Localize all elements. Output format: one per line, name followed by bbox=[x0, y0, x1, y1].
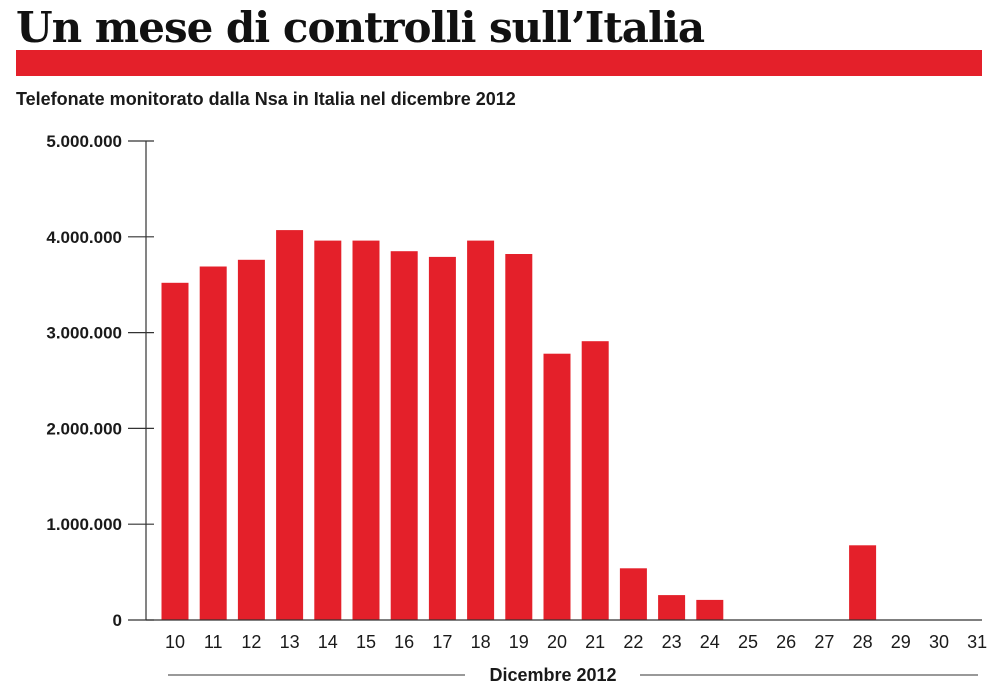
x-axis: 10 11 12 13 14 15 16 17 18 19 20 21 22 23 24 25 26 27 28 29… bbox=[146, 619, 987, 676]
x-tick-label: 19 bbox=[509, 632, 529, 652]
x-tick-label: 17 bbox=[432, 632, 452, 652]
y-tick-label: 5.000.000 bbox=[46, 132, 122, 151]
bar-dec-28 bbox=[849, 545, 877, 620]
x-tick-label: 23 bbox=[662, 632, 682, 652]
x-tick-label: 24 bbox=[700, 632, 720, 652]
bar-dec-22 bbox=[619, 568, 647, 620]
x-tick-label: 12 bbox=[241, 632, 261, 652]
x-tick-label: 30 bbox=[929, 632, 949, 652]
bars-group bbox=[161, 230, 877, 620]
x-axis-label: Dicembre 2012 bbox=[489, 665, 616, 685]
bar-dec-20 bbox=[543, 353, 571, 620]
bar-dec-18 bbox=[467, 240, 495, 620]
bar-dec-23 bbox=[658, 595, 686, 620]
y-axis: 0 1.000.000 2.000.000 3.000.000 4.000.000 5.0… bbox=[46, 132, 154, 630]
x-tick-label: 20 bbox=[547, 632, 567, 652]
bar-dec-10 bbox=[161, 282, 189, 620]
x-tick-label: 29 bbox=[891, 632, 911, 652]
x-tick-label: 27 bbox=[814, 632, 834, 652]
x-tick-label: 21 bbox=[585, 632, 605, 652]
y-tick-label: 2.000.000 bbox=[46, 419, 122, 438]
bar-dec-17 bbox=[428, 256, 456, 620]
x-tick-label: 11 bbox=[204, 632, 223, 652]
x-tick-label: 15 bbox=[356, 632, 376, 652]
bar-dec-11 bbox=[199, 266, 227, 620]
bar-dec-19 bbox=[505, 254, 533, 620]
bar-dec-13 bbox=[276, 230, 304, 620]
x-tick-label: 18 bbox=[471, 632, 491, 652]
y-tick-label: 3.000.000 bbox=[46, 324, 122, 343]
y-tick-label: 4.000.000 bbox=[46, 228, 122, 247]
bar-dec-15 bbox=[352, 240, 380, 620]
title-red-band bbox=[16, 50, 982, 76]
x-tick-label: 28 bbox=[853, 632, 873, 652]
x-tick-label: 25 bbox=[738, 632, 758, 652]
x-tick-label: 14 bbox=[318, 632, 338, 652]
y-tick-label: 0 bbox=[113, 611, 122, 630]
chart-title: Un mese di controlli sull’Italia bbox=[16, 3, 705, 52]
bar-dec-12 bbox=[237, 259, 265, 620]
bar-dec-21 bbox=[581, 341, 609, 620]
x-tick-label: 26 bbox=[776, 632, 796, 652]
bar-dec-14 bbox=[314, 240, 342, 620]
chart-subtitle: Telefonate monitorato dalla Nsa in Itali… bbox=[16, 89, 516, 109]
bar-dec-24 bbox=[696, 599, 724, 620]
bar-dec-16 bbox=[390, 251, 418, 620]
x-tick-label: 16 bbox=[394, 632, 414, 652]
x-tick-label: 10 bbox=[165, 632, 185, 652]
x-tick-label: 13 bbox=[280, 632, 300, 652]
y-tick-label: 1.000.000 bbox=[46, 515, 122, 534]
x-tick-label: 22 bbox=[623, 632, 643, 652]
x-tick-label: 31 bbox=[967, 632, 987, 652]
